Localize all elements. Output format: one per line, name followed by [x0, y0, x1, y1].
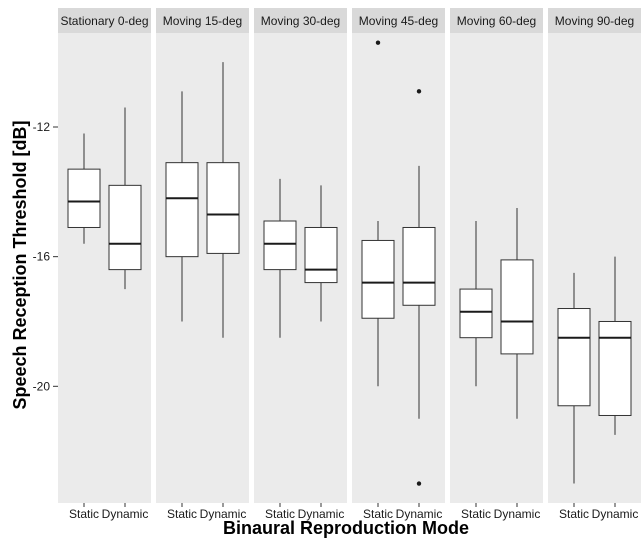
x-tick-label: Static	[461, 507, 491, 521]
panel-background	[156, 33, 249, 503]
iqr-box	[206, 162, 240, 254]
boxplot-static: Static	[263, 178, 297, 521]
iqr-box	[263, 220, 297, 271]
iqr-box	[557, 308, 591, 407]
y-axis-title: Speech Reception Threshold [dB]	[10, 120, 30, 409]
outlier-point	[375, 40, 381, 45]
facet-strip	[254, 8, 347, 33]
x-tick-label: Static	[265, 507, 295, 521]
iqr-box	[67, 168, 101, 228]
iqr-box	[459, 288, 493, 339]
facet-strip	[352, 8, 445, 33]
x-tick-label: Dynamic	[200, 507, 247, 521]
iqr-box	[500, 259, 534, 355]
boxplot-static: Static	[361, 40, 395, 521]
facet-panel: Moving 90-deg Static Dynamic	[548, 8, 641, 521]
facet-strip-label: Stationary 0-deg	[60, 14, 148, 28]
facet-panel: Moving 60-deg Static Dynamic	[450, 8, 543, 521]
boxplot-static: Static	[459, 221, 493, 521]
facet-strip	[548, 8, 641, 33]
boxplot-dynamic: Dynamic	[396, 89, 443, 521]
boxplot-static: Static	[165, 91, 199, 521]
facet-strip-label: Moving 45-deg	[359, 14, 438, 28]
boxplot-static: Static	[67, 133, 101, 521]
facet-panel: Moving 30-deg Static Dynamic	[254, 8, 347, 521]
boxplot-dynamic: Dynamic	[494, 208, 541, 521]
panel-background	[548, 33, 641, 503]
facet-strip	[450, 8, 543, 33]
y-tick-label: -20	[33, 379, 51, 393]
iqr-box	[304, 226, 338, 284]
x-tick-label: Static	[559, 507, 589, 521]
x-tick-label: Static	[167, 507, 197, 521]
facet-strip-label: Moving 90-deg	[555, 14, 634, 28]
iqr-box	[108, 184, 142, 271]
y-axis: -12 -16 -20	[33, 120, 58, 393]
iqr-box	[598, 320, 632, 416]
x-tick-label: Dynamic	[396, 507, 443, 521]
facet-strip-label: Moving 30-deg	[261, 14, 340, 28]
x-axis-title: Binaural Reproduction Mode	[223, 518, 469, 538]
boxplot-dynamic: Dynamic	[298, 185, 345, 521]
boxplot-dynamic: Dynamic	[592, 256, 639, 521]
x-tick-label: Dynamic	[494, 507, 541, 521]
boxplot-static: Static	[557, 272, 591, 521]
facet-strip-label: Moving 60-deg	[457, 14, 536, 28]
facet-panel: Moving 45-deg Static Dynamic	[352, 8, 445, 521]
facet-panel: Moving 15-deg Static Dynamic	[156, 8, 249, 521]
boxplot-dynamic: Dynamic	[200, 62, 247, 521]
x-tick-label: Static	[69, 507, 99, 521]
x-tick-label: Dynamic	[592, 507, 639, 521]
facet-strip	[58, 8, 151, 33]
x-tick-label: Dynamic	[298, 507, 345, 521]
facet-strip	[156, 8, 249, 33]
boxplot-dynamic: Dynamic	[102, 107, 149, 521]
iqr-box	[402, 226, 436, 306]
x-tick-label: Dynamic	[102, 507, 149, 521]
y-tick-label: -12	[33, 120, 51, 134]
x-tick-label: Static	[363, 507, 393, 521]
iqr-box	[165, 162, 199, 258]
outlier-point	[416, 89, 422, 94]
facet-panel: Stationary 0-deg Static Dynamic	[58, 8, 151, 521]
outlier-point	[416, 481, 422, 486]
y-tick-label: -16	[33, 250, 51, 264]
iqr-box	[361, 239, 395, 319]
facet-strip-label: Moving 15-deg	[163, 14, 242, 28]
